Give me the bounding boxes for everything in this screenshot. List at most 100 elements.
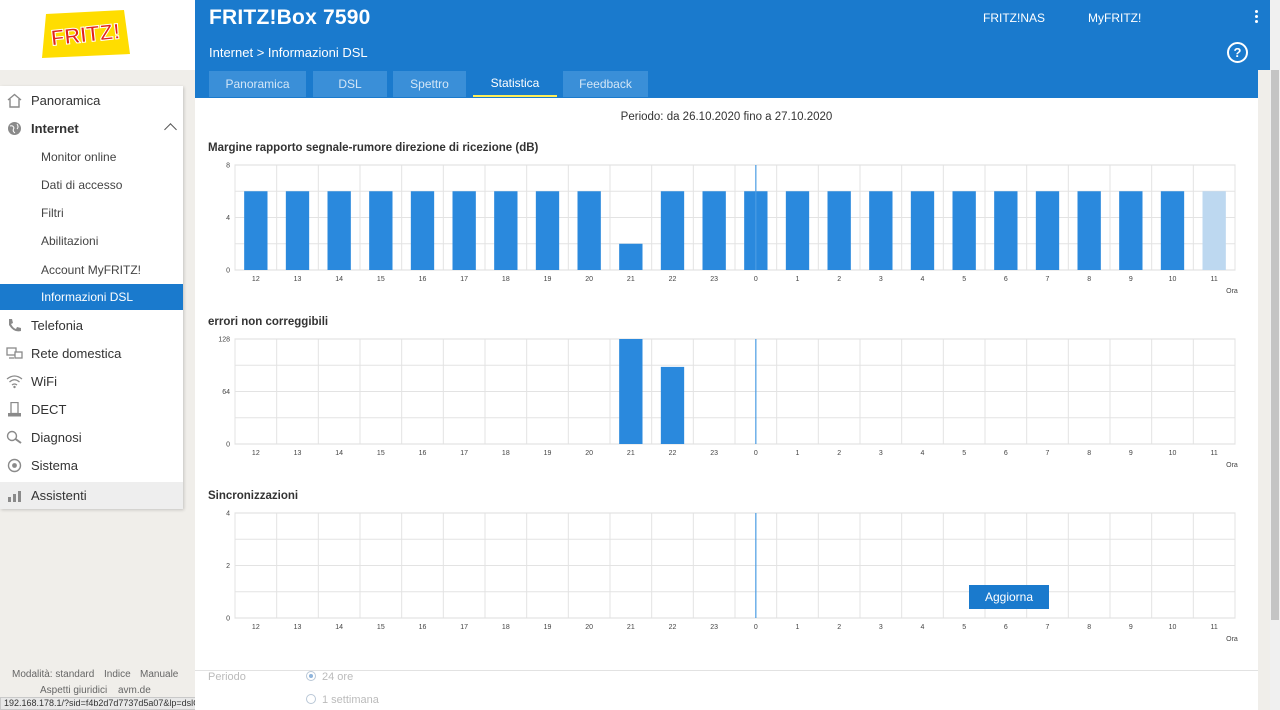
chart-title-sync: Sincronizzazioni (208, 490, 299, 502)
x-tick-label: 3 (879, 276, 883, 283)
x-tick-label: 4 (921, 276, 925, 283)
sidebar-subitem-account-myfritz[interactable]: Account MyFRITZ! (0, 257, 183, 283)
bar-19 (535, 191, 560, 270)
x-tick-label: 15 (377, 276, 385, 283)
sidebar-item-diagnosi[interactable]: Diagnosi (0, 424, 183, 451)
x-tick-label: 0 (754, 450, 758, 457)
y-tick-label: 4 (226, 215, 230, 222)
bar-22 (660, 191, 685, 270)
x-tick-label: 11 (1211, 624, 1218, 631)
bar-9 (1119, 191, 1143, 270)
x-tick-label: 2 (837, 276, 841, 283)
y-tick-label: 0 (226, 268, 230, 275)
x-axis-label: Ora (1226, 288, 1238, 295)
chart-errors: 0 64 128 12 13 14 15 16 17 18 19 20 21 22 23 0 1 2 3 4 5 6 7 8 9… (195, 334, 1258, 474)
mode-link[interactable]: Modalità: standard (12, 669, 95, 680)
x-tick-label: 2 (837, 450, 841, 457)
logo-area: FRITZ! (0, 0, 195, 70)
radio-24-ore[interactable] (306, 671, 316, 681)
tab-feedback[interactable]: Feedback (563, 71, 648, 97)
myfritz-link[interactable]: MyFRITZ! (1088, 11, 1142, 25)
avm-link[interactable]: avm.de (118, 685, 151, 696)
period-label: Periodo (208, 671, 246, 683)
sidebar-item-wifi[interactable]: WiFi (0, 368, 183, 395)
sidebar-item-panoramica[interactable]: Panoramica (0, 87, 183, 114)
tab-spettro[interactable]: Spettro (393, 71, 466, 97)
x-tick-label: 22 (669, 450, 677, 457)
sidebar: Panoramica Internet Monitor online Dati … (0, 86, 183, 509)
sidebar-item-telefonia[interactable]: Telefonia (0, 312, 183, 339)
chart-title-errors: errori non correggibili (208, 316, 329, 328)
sidebar-item-label: Panoramica (31, 93, 101, 108)
y-tick-label: 2 (226, 563, 230, 570)
sidebar-subitem-abilitazioni[interactable]: Abilitazioni (0, 228, 183, 254)
period-range: Periodo: da 26.10.2020 fino a 27.10.2020 (620, 111, 833, 123)
refresh-button[interactable]: Aggiorna (969, 585, 1049, 609)
sidebar-item-dect[interactable]: DECT (0, 396, 183, 423)
sidebar-subitem-informazioni-dsl[interactable]: Informazioni DSL (0, 284, 183, 310)
sidebar-item-label: Internet (31, 121, 79, 136)
wifi-icon (6, 375, 23, 389)
help-icon[interactable]: ? (1227, 42, 1248, 63)
manual-link[interactable]: Manuale (140, 669, 179, 680)
x-tick-label: 8 (1087, 450, 1091, 457)
x-tick-label: 6 (1004, 624, 1008, 631)
network-icon (6, 347, 23, 359)
tab-statistica[interactable]: Statistica (473, 71, 557, 97)
sidebar-item-label: Sistema (31, 458, 78, 473)
more-menu-icon[interactable] (1251, 9, 1261, 27)
chart-snr: 0 4 8 12 13 14 15 16 17 18 19 20 21 22 23 0 1 2 3 4 5 6 7 8 9 10 1… (195, 160, 1258, 300)
bar-1 (785, 191, 810, 270)
fritz-logo[interactable]: FRITZ! (38, 8, 134, 62)
x-tick-label: 0 (754, 276, 758, 283)
tab-panoramica[interactable]: Panoramica (209, 71, 306, 97)
home-icon (7, 93, 22, 108)
x-tick-label: 21 (627, 276, 635, 283)
chevron-up-icon[interactable] (164, 123, 177, 136)
x-tick-label: 8 (1087, 276, 1091, 283)
x-tick-label: 7 (1046, 276, 1050, 283)
sidebar-item-rete-domestica[interactable]: Rete domestica (0, 340, 183, 367)
x-tick-label: 11 (1211, 276, 1218, 283)
x-tick-label: 10 (1169, 276, 1177, 283)
radio-label-24-ore[interactable]: 24 ore (322, 671, 354, 683)
bar-14 (327, 191, 351, 270)
bar-10 (1160, 191, 1185, 270)
radio-1-settimana[interactable] (306, 694, 316, 704)
x-tick-label: 17 (460, 450, 468, 457)
bar-11 (1202, 191, 1226, 270)
index-link[interactable]: Indice (104, 669, 131, 680)
sidebar-item-label: Diagnosi (31, 430, 82, 445)
x-tick-label: 6 (1004, 450, 1008, 457)
sidebar-subitem-label: Filtri (41, 206, 64, 220)
x-tick-label: 2 (837, 624, 841, 631)
bar-6 (994, 191, 1018, 270)
scrollbar-thumb[interactable] (1271, 70, 1279, 620)
sidebar-item-label: DECT (31, 402, 67, 417)
tab-dsl[interactable]: DSL (313, 71, 387, 97)
x-tick-label: 8 (1087, 624, 1091, 631)
fritz-nas-link[interactable]: FRITZ!NAS (983, 11, 1045, 25)
x-tick-label: 13 (294, 276, 302, 283)
x-axis-label: Ora (1226, 462, 1238, 469)
period-options: Periodo 24 ore 1 settimana (195, 670, 1258, 710)
radio-label-1-settimana[interactable]: 1 settimana (322, 694, 379, 706)
bar-8 (1077, 191, 1101, 270)
y-tick-label: 128 (218, 337, 230, 344)
y-tick-label: 64 (222, 389, 230, 396)
sidebar-subitem-monitor-online[interactable]: Monitor online (0, 144, 183, 170)
x-tick-label: 19 (544, 276, 552, 283)
sidebar-item-internet[interactable]: Internet (0, 115, 183, 142)
sidebar-item-sistema[interactable]: Sistema (0, 452, 183, 479)
x-tick-label: 0 (754, 624, 758, 631)
sidebar-item-assistenti[interactable]: Assistenti (0, 482, 183, 509)
sidebar-subitem-dati-accesso[interactable]: Dati di accesso (0, 172, 183, 198)
x-tick-label: 9 (1129, 624, 1133, 631)
x-tick-label: 16 (419, 624, 427, 631)
sidebar-subitem-filtri[interactable]: Filtri (0, 200, 183, 226)
y-tick-label: 8 (226, 163, 230, 170)
legal-link[interactable]: Aspetti giuridici (40, 685, 108, 696)
x-tick-label: 17 (460, 624, 468, 631)
